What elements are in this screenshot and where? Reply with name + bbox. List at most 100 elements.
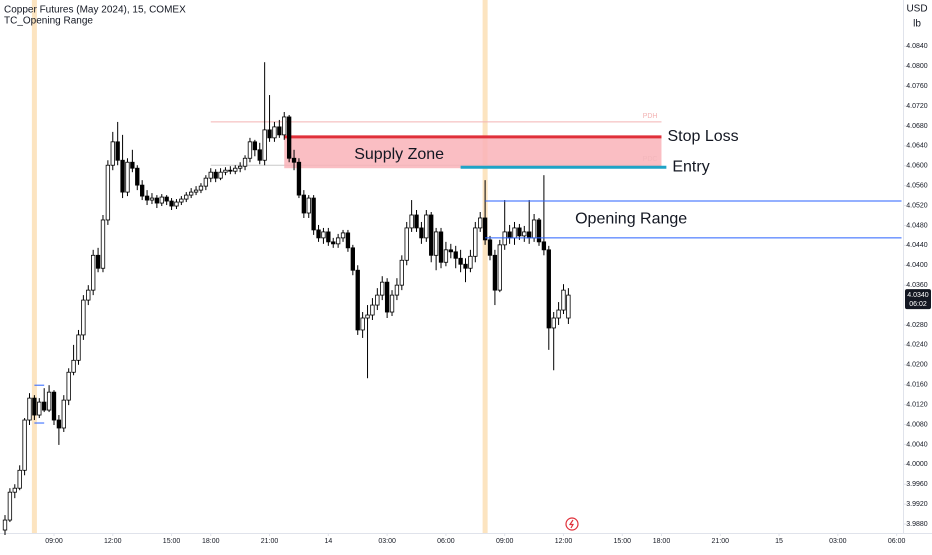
candle-body — [71, 359, 76, 373]
bar-countdown: 06:02 — [909, 301, 927, 308]
y-tick-label: 4.0560 — [906, 182, 928, 189]
y-tick-label: 3.9960 — [906, 481, 928, 488]
x-tick-label: 06:00 — [888, 538, 906, 545]
candle-body — [154, 197, 160, 204]
x-tick-label: 15:00 — [614, 538, 632, 545]
candle-body — [375, 294, 380, 306]
y-tick-label: 4.0640 — [906, 143, 928, 150]
x-tick-label: 21:00 — [711, 538, 729, 545]
candle-body — [414, 214, 419, 229]
candle-body — [233, 167, 238, 172]
candle-body — [61, 399, 66, 429]
candle-body — [473, 227, 478, 257]
y-tick-label: 4.0440 — [906, 242, 928, 249]
session-highlight — [31, 0, 37, 533]
supply-zone-label: Supply Zone — [354, 146, 444, 163]
candle-body — [311, 197, 316, 231]
x-tick-label: 09:00 — [496, 538, 514, 545]
y-tick-label: 4.0800 — [906, 63, 928, 70]
opening-range-label: Opening Range — [575, 211, 687, 228]
candle-body — [213, 171, 218, 179]
candle-body — [193, 189, 199, 193]
candle-body — [468, 255, 473, 269]
candle-body — [17, 469, 22, 489]
candle-body — [492, 254, 498, 291]
y-tick-label: 4.0840 — [906, 43, 928, 50]
icon-bolt — [568, 519, 575, 529]
candle-body — [179, 198, 184, 203]
candle-body — [267, 129, 272, 139]
candle-body — [497, 244, 502, 291]
y-tick-label: 4.0400 — [906, 262, 928, 269]
candle-body — [331, 241, 336, 245]
last-price-tag — [905, 289, 931, 310]
candle-body — [286, 116, 292, 159]
candle-body — [257, 149, 262, 161]
stop-loss-label: Stop Loss — [667, 128, 738, 145]
candle-body — [438, 231, 444, 263]
candle-body — [522, 231, 527, 237]
candle-body — [228, 169, 233, 172]
replay-icon[interactable] — [565, 517, 579, 531]
candle-body — [198, 185, 204, 191]
x-tick-label: 12:00 — [555, 538, 573, 545]
y-tick-label: 4.0360 — [906, 282, 928, 289]
candle-body — [350, 247, 355, 271]
candle-body — [237, 165, 243, 169]
x-tick-label: 03:00 — [829, 538, 847, 545]
supply-zone — [284, 136, 662, 169]
candle-body — [306, 197, 311, 214]
candle-body — [184, 194, 189, 200]
candle-body — [355, 269, 360, 331]
candle-body — [561, 289, 566, 311]
candle-body — [541, 241, 547, 251]
candle-body — [164, 196, 169, 202]
x-tick-label: 15:00 — [163, 538, 181, 545]
candle-body — [252, 141, 258, 151]
candle-body — [208, 171, 213, 179]
unit: lb — [913, 19, 921, 30]
y-tick-label: 4.0680 — [906, 123, 928, 130]
candle-body — [384, 281, 390, 313]
candle-body — [174, 201, 179, 207]
y-tick-label: 4.0120 — [906, 401, 928, 408]
candle-body — [531, 219, 537, 239]
y-tick-label: 4.0240 — [906, 342, 928, 349]
y-tick-label: 4.0000 — [906, 461, 928, 468]
candle-body — [404, 227, 409, 261]
candle-body — [507, 231, 512, 239]
y-tick-label: 4.0080 — [906, 421, 928, 428]
candle-body — [144, 195, 150, 201]
candle-body — [169, 200, 174, 207]
candle-body — [95, 254, 101, 269]
candle-body — [399, 259, 404, 286]
candle-body — [242, 157, 248, 167]
y-tick-label: 4.0160 — [906, 382, 928, 389]
candle-body — [536, 219, 542, 243]
candle-body — [409, 214, 414, 229]
candle-body — [277, 126, 282, 136]
candle-body — [51, 391, 57, 421]
y-tick-label: 4.0520 — [906, 202, 928, 209]
candle-body — [2, 519, 8, 531]
candle-body — [56, 419, 62, 429]
x-tick-label: 12:00 — [104, 538, 122, 545]
candle-body — [203, 177, 209, 187]
chart-title: Copper Futures (May 2024), 15, COMEX — [4, 5, 186, 16]
candle-body — [370, 304, 375, 316]
candle-body — [321, 231, 326, 239]
candle-body — [527, 231, 532, 239]
candle-body — [380, 281, 385, 296]
candle-body — [91, 254, 96, 291]
candle-body — [247, 141, 253, 159]
candle-body — [42, 401, 47, 411]
y-tick-label: 3.9880 — [906, 521, 928, 528]
candle-body — [453, 251, 458, 259]
candle-body — [115, 141, 120, 161]
candle-body — [360, 317, 365, 331]
candle-body — [22, 419, 27, 471]
candle-body — [517, 227, 522, 237]
candle-body — [512, 227, 517, 239]
candle-body — [110, 141, 115, 166]
